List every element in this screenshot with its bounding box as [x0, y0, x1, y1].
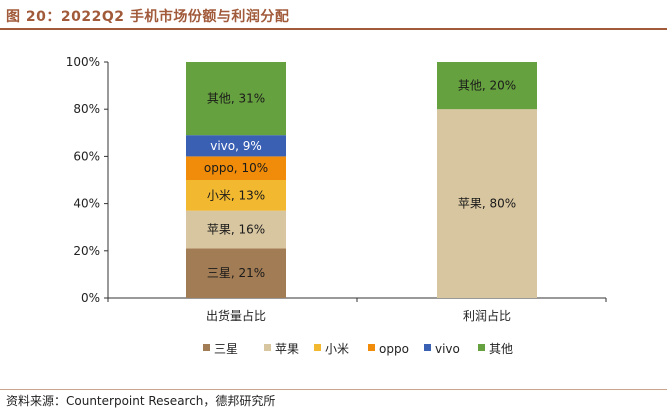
y-tick-label: 40%: [73, 197, 100, 211]
bar-segment: [186, 135, 286, 157]
source-rule: [0, 389, 667, 390]
legend-swatch: [314, 344, 321, 351]
legend-swatch: [368, 344, 375, 351]
source-note: 资料来源：Counterpoint Research，德邦研究所: [6, 394, 276, 408]
data-label: 苹果, 80%: [458, 197, 516, 211]
bar-segment: [437, 62, 537, 110]
bar-segment: [186, 180, 286, 211]
data-label: 三星, 21%: [207, 266, 265, 280]
legend-label: 苹果: [275, 342, 299, 356]
legend-swatch: [203, 344, 210, 351]
legend-label: oppo: [379, 342, 409, 356]
y-tick-label: 80%: [73, 102, 100, 116]
y-tick-label: 0%: [81, 291, 100, 305]
legend-label: 小米: [325, 342, 349, 356]
figure-title: 图 20：2022Q2 手机市场份额与利润分配: [6, 9, 290, 25]
legend-label: 其他: [489, 342, 513, 356]
title-rule: [0, 28, 667, 30]
data-label: 小米, 13%: [207, 188, 265, 202]
x-tick-label: 出货量占比: [206, 308, 266, 323]
legend-swatch: [264, 344, 271, 351]
legend-label: 三星: [214, 342, 238, 356]
data-label: 苹果, 16%: [207, 223, 265, 237]
data-label: 其他, 31%: [207, 92, 265, 106]
bar-segment: [186, 62, 286, 136]
legend-swatch: [424, 344, 431, 351]
bar-segment: [437, 109, 537, 298]
y-tick-label: 100%: [66, 55, 100, 69]
data-label: oppo, 10%: [204, 161, 268, 175]
legend-label: vivo: [435, 342, 460, 356]
x-tick-label: 利润占比: [463, 308, 511, 323]
y-tick-label: 60%: [73, 149, 100, 163]
bar-segment: [186, 210, 286, 249]
bar-segment: [186, 248, 286, 298]
bar-segment: [186, 156, 286, 180]
legend-swatch: [478, 344, 485, 351]
data-label: vivo, 9%: [210, 139, 262, 153]
y-tick-label: 20%: [73, 244, 100, 258]
data-label: 其他, 20%: [458, 79, 516, 93]
